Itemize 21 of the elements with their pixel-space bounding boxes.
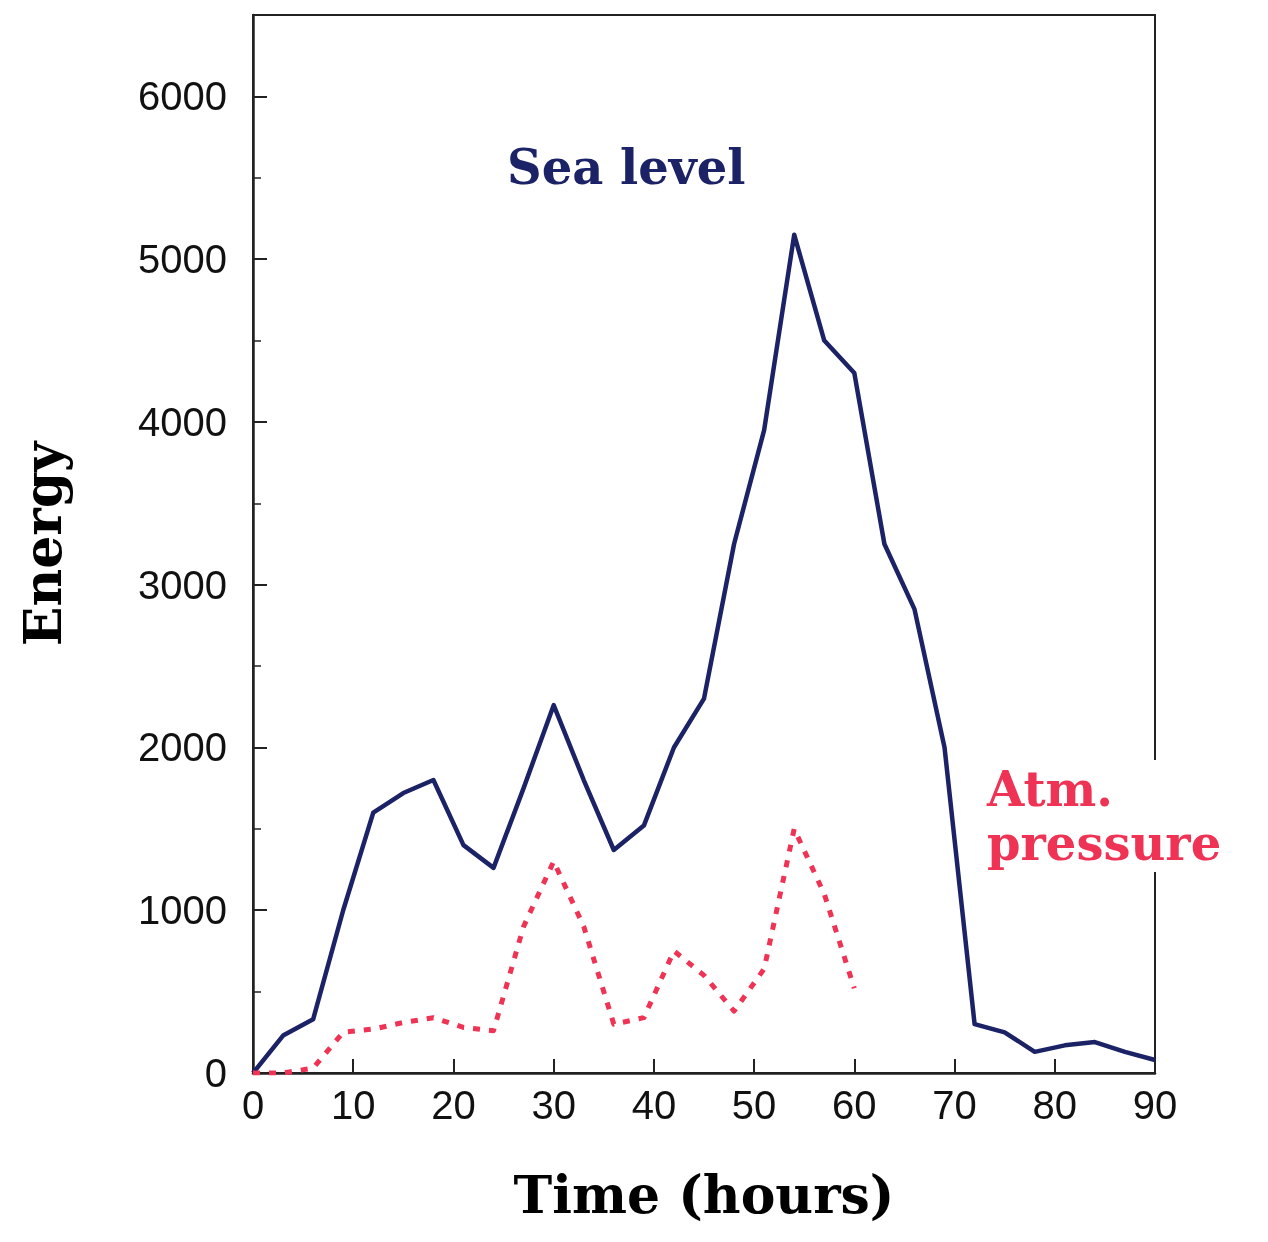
- x-tick-label: 0: [241, 1083, 265, 1127]
- y-tick-label: 6000: [138, 74, 227, 119]
- x-tick-label: 60: [832, 1083, 877, 1127]
- y-tick-label: 0: [204, 1051, 227, 1095]
- x-tick-label: 80: [1032, 1083, 1078, 1127]
- x-tick-label: 10: [330, 1083, 376, 1127]
- y-tick-label: 5000: [138, 237, 227, 282]
- y-tick-label: 2000: [138, 725, 227, 770]
- y-tick-label: 1000: [138, 888, 227, 933]
- x-tick-label: 90: [1132, 1083, 1178, 1127]
- y-tick-label: 3000: [138, 562, 227, 607]
- x-axis-title: Time (hours): [513, 1163, 895, 1225]
- x-tick-label: 50: [731, 1083, 777, 1127]
- x-tick-label: 40: [631, 1083, 677, 1127]
- y-tick-label: 4000: [138, 399, 227, 444]
- x-tick-label: 70: [932, 1083, 977, 1127]
- text: Atm. pressure: [986, 761, 1222, 871]
- x-tick-label: 30: [531, 1083, 576, 1127]
- y-axis-title: Energy: [11, 439, 73, 647]
- series-label: Sea level: [507, 139, 746, 195]
- x-tick-label: 20: [431, 1083, 476, 1127]
